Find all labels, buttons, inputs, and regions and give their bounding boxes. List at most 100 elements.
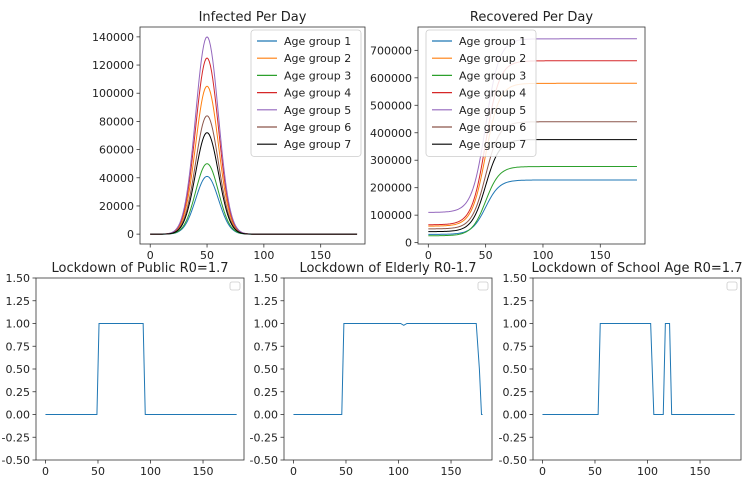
series-line-1: [293, 323, 483, 415]
y-tick-label: 0.75: [503, 340, 528, 353]
y-tick-label: 60000: [99, 144, 134, 157]
y-tick-label: 0.75: [254, 340, 279, 353]
y-tick-label: 1.50: [503, 272, 528, 285]
empty-legend: [229, 281, 241, 291]
x-tick-label: 0: [147, 249, 154, 262]
legend-label: Age group 5: [459, 104, 526, 117]
x-tick-label: 50: [200, 249, 214, 262]
x-tick-label: 0: [539, 465, 546, 478]
plot-frame: [417, 26, 646, 245]
x-tick-label: 50: [479, 249, 493, 262]
series-line-1: [542, 323, 735, 415]
y-tick-label: 0.25: [503, 386, 528, 399]
y-tick-label: -0.50: [250, 454, 278, 467]
y-tick-label: 1.00: [254, 318, 279, 331]
y-tick-label: 0.25: [6, 386, 31, 399]
chart-2: Recovered Per Day 0 50 100 150 0 100000 200000 3…: [370, 10, 646, 262]
legend-label: Age group 7: [459, 138, 526, 151]
y-tick-label: 400000: [370, 127, 412, 140]
x-tick-label: 150: [590, 249, 611, 262]
legend: Age group 1 Age group 2 Age group 3 Age gro…: [250, 29, 362, 157]
empty-legend: [477, 281, 489, 291]
x-tick-label: 100: [140, 465, 161, 478]
legend-label: Age group 6: [284, 121, 351, 134]
series-line-1: [45, 323, 237, 415]
legend-label: Age group 1: [459, 35, 526, 48]
y-tick-label: 20000: [99, 200, 134, 213]
legend-label: Age group 3: [284, 69, 351, 82]
y-tick-label: 1.50: [6, 272, 31, 285]
legend-label: Age group 7: [284, 138, 351, 151]
plot-frame: [139, 26, 366, 245]
y-tick-label: 120000: [92, 59, 134, 72]
chart-title: Infected Per Day: [199, 10, 307, 25]
y-tick-label: 140000: [92, 31, 134, 44]
y-tick-label: 0.50: [503, 363, 528, 376]
chart-3: Lockdown of Public R0=1.7 0 50 100 150 -0.50 -…: [2, 261, 245, 478]
y-tick-label: 0.00: [6, 409, 31, 422]
y-tick-label: 100000: [370, 209, 412, 222]
y-tick-label: 1.00: [6, 318, 31, 331]
legend-label: Age group 2: [284, 52, 351, 65]
y-tick-label: 0.00: [254, 409, 279, 422]
chart-title: Lockdown of School Age R0=1.7: [532, 261, 743, 276]
y-tick-label: -0.50: [499, 454, 527, 467]
y-tick-label: 0.25: [254, 386, 279, 399]
legend-box: [250, 29, 362, 157]
y-tick-label: -0.25: [2, 431, 30, 444]
chart-title: Lockdown of Elderly R0-1.7: [299, 261, 476, 276]
x-tick-label: 0: [290, 465, 297, 478]
x-tick-label: 100: [532, 249, 553, 262]
legend-label: Age group 4: [284, 87, 351, 100]
chart-title: Lockdown of Public R0=1.7: [52, 261, 229, 276]
y-tick-label: 1.00: [503, 318, 528, 331]
plot-frame: [35, 277, 245, 461]
chart-4: Lockdown of Elderly R0-1.7 0 50 100 150 -0.50…: [250, 261, 493, 478]
legend-label: Age group 6: [459, 121, 526, 134]
series-line-3: [428, 166, 637, 237]
chart-title: Recovered Per Day: [470, 10, 594, 25]
y-tick-label: 80000: [99, 115, 134, 128]
legend: Age group 1 Age group 2 Age group 3 Age gro…: [425, 29, 537, 157]
plot-frame: [283, 277, 493, 461]
legend-label: Age group 2: [459, 52, 526, 65]
y-tick-label: 0.00: [503, 409, 528, 422]
legend-label: Age group 3: [459, 69, 526, 82]
y-tick-label: -0.25: [250, 431, 278, 444]
chart-1: Infected Per Day 0 50 100 150 0 20000 40000 6000…: [92, 10, 366, 262]
x-tick-label: 150: [310, 249, 331, 262]
x-tick-label: 50: [588, 465, 602, 478]
x-tick-label: 50: [91, 465, 105, 478]
x-tick-label: 50: [339, 465, 353, 478]
x-tick-label: 0: [42, 465, 49, 478]
y-tick-label: 200000: [370, 182, 412, 195]
y-tick-label: 0.50: [6, 363, 31, 376]
y-tick-label: 1.25: [254, 295, 279, 308]
chart-5: Lockdown of School Age R0=1.7 0 50 100 150 -0…: [499, 261, 743, 478]
y-tick-label: 0.75: [6, 340, 31, 353]
y-tick-label: 0: [405, 237, 412, 250]
legend-label: Age group 4: [459, 87, 526, 100]
y-tick-label: 500000: [370, 99, 412, 112]
y-tick-label: 1.25: [503, 295, 528, 308]
plot-frame: [532, 277, 742, 461]
y-tick-label: 300000: [370, 154, 412, 167]
y-tick-label: 700000: [370, 44, 412, 57]
y-tick-label: -0.50: [2, 454, 30, 467]
x-tick-label: 150: [690, 465, 711, 478]
x-tick-label: 100: [637, 465, 658, 478]
y-tick-label: 600000: [370, 72, 412, 85]
series-line-1: [428, 179, 637, 235]
x-tick-label: 100: [253, 249, 274, 262]
legend-label: Age group 1: [284, 35, 351, 48]
y-tick-label: 1.50: [254, 272, 279, 285]
legend-label: Age group 5: [284, 104, 351, 117]
series-line-7: [150, 132, 358, 235]
y-tick-label: 0.50: [254, 363, 279, 376]
y-tick-label: 1.25: [6, 295, 31, 308]
x-tick-label: 0: [425, 249, 432, 262]
y-tick-label: 0: [127, 228, 134, 241]
x-tick-label: 100: [388, 465, 409, 478]
y-tick-label: 100000: [92, 87, 134, 100]
